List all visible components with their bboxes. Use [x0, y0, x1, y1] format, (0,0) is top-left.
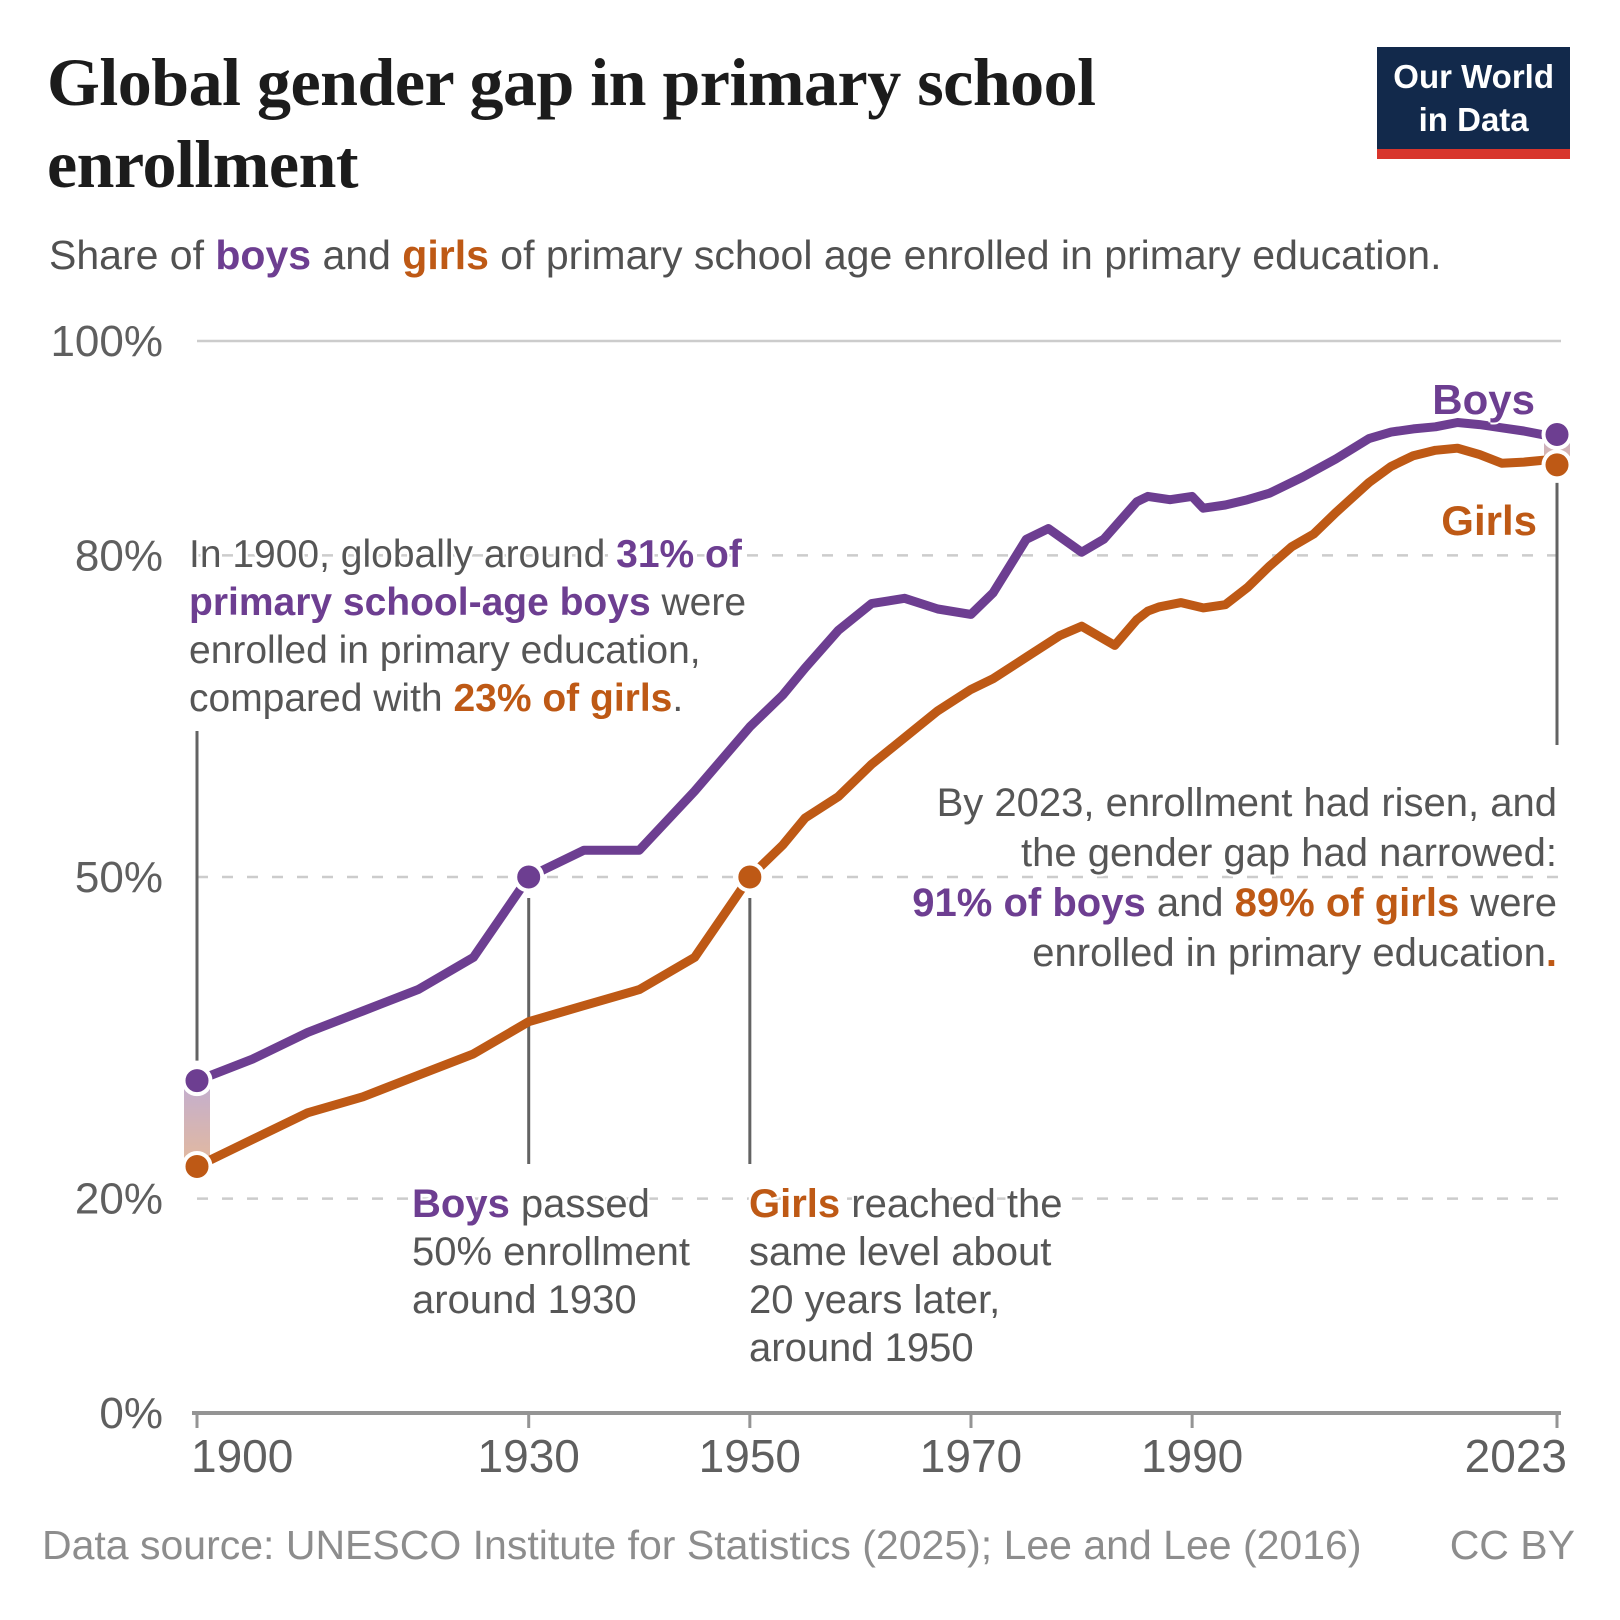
- text-segment: Share of: [49, 232, 216, 278]
- y-tick-label-50: 50%: [75, 853, 163, 902]
- annotation-1900: In 1900, globally around 31% of primary …: [189, 531, 849, 723]
- marker-boys-2023: [1541, 418, 1573, 450]
- text-segment: reached the same level about 20 years la…: [749, 1182, 1063, 1370]
- text-segment: 31% of primary school-age boys: [189, 533, 742, 624]
- text-segment: of primary school age enrolled in primar…: [488, 232, 1442, 278]
- annotation-by-2023: By 2023, enrollment had risen, and the g…: [857, 778, 1557, 978]
- x-tick-label-1900: 1900: [191, 1430, 293, 1482]
- text-segment: In 1900, globally around: [189, 533, 617, 576]
- series-line-boys: [192, 418, 1562, 1086]
- marker-girls-1950: [734, 861, 766, 893]
- license-badge: CC BY: [1449, 1522, 1575, 1568]
- x-tick-label-1970: 1970: [920, 1430, 1022, 1482]
- series-line-girls: [192, 443, 1562, 1171]
- text-segment: and: [311, 232, 403, 278]
- text-segment: and: [1145, 881, 1235, 925]
- y-tick-label-80: 80%: [75, 531, 163, 580]
- series-label-girls: Girls: [1441, 497, 1537, 544]
- marker-girls-1900: [181, 1150, 213, 1182]
- annotation-girls-1950: Girls reached the same level about 20 ye…: [749, 1180, 1169, 1372]
- text-segment: .: [672, 677, 684, 720]
- y-tick-label-100: 100%: [50, 317, 163, 366]
- x-tick-label-2023: 2023: [1465, 1430, 1567, 1482]
- text-segment: 91% of boys: [912, 881, 1146, 925]
- text-segment: boys: [215, 232, 312, 278]
- data-source-note: Data source: UNESCO Institute for Statis…: [42, 1522, 1362, 1568]
- owid-logo: Our World in Data: [1377, 47, 1570, 159]
- x-tick-label-1950: 1950: [699, 1430, 801, 1482]
- chart-footer: Data source: UNESCO Institute for Statis…: [42, 1522, 1575, 1569]
- x-tick-label-1990: 1990: [1141, 1430, 1243, 1482]
- text-segment: By 2023, enrollment had risen, and the g…: [936, 781, 1557, 875]
- text-segment: .: [1545, 931, 1557, 975]
- owid-logo-line2: in Data: [1418, 100, 1529, 138]
- text-segment: were enrolled in primary education, comp…: [189, 581, 747, 720]
- annotation-boys-1930: Boys passed 50% enrollment around 1930: [412, 1180, 812, 1324]
- marker-boys-1900: [181, 1065, 213, 1097]
- x-tick-label-1930: 1930: [478, 1430, 580, 1482]
- marker-boys-1930: [513, 861, 545, 893]
- text-segment: were enrolled in primary education: [1032, 881, 1557, 975]
- text-segment: passed 50% enrollment around 1930: [412, 1182, 690, 1322]
- text-segment: Girls: [749, 1182, 841, 1226]
- y-tick-label-20: 20%: [75, 1175, 163, 1224]
- page-title: Global gender gap in primary school enro…: [47, 44, 1096, 202]
- text-segment: 23% of girls: [453, 677, 673, 720]
- series-label-boys: Boys: [1432, 376, 1535, 423]
- text-segment: 89% of girls: [1234, 881, 1460, 925]
- y-tick-label-0: 0%: [99, 1389, 163, 1438]
- marker-girls-2023: [1541, 449, 1573, 481]
- owid-logo-line1: Our World: [1393, 58, 1554, 95]
- text-segment: Boys: [412, 1182, 510, 1226]
- chart-subtitle: Share of boys and girls of primary schoo…: [49, 230, 1569, 281]
- text-segment: girls: [402, 232, 489, 278]
